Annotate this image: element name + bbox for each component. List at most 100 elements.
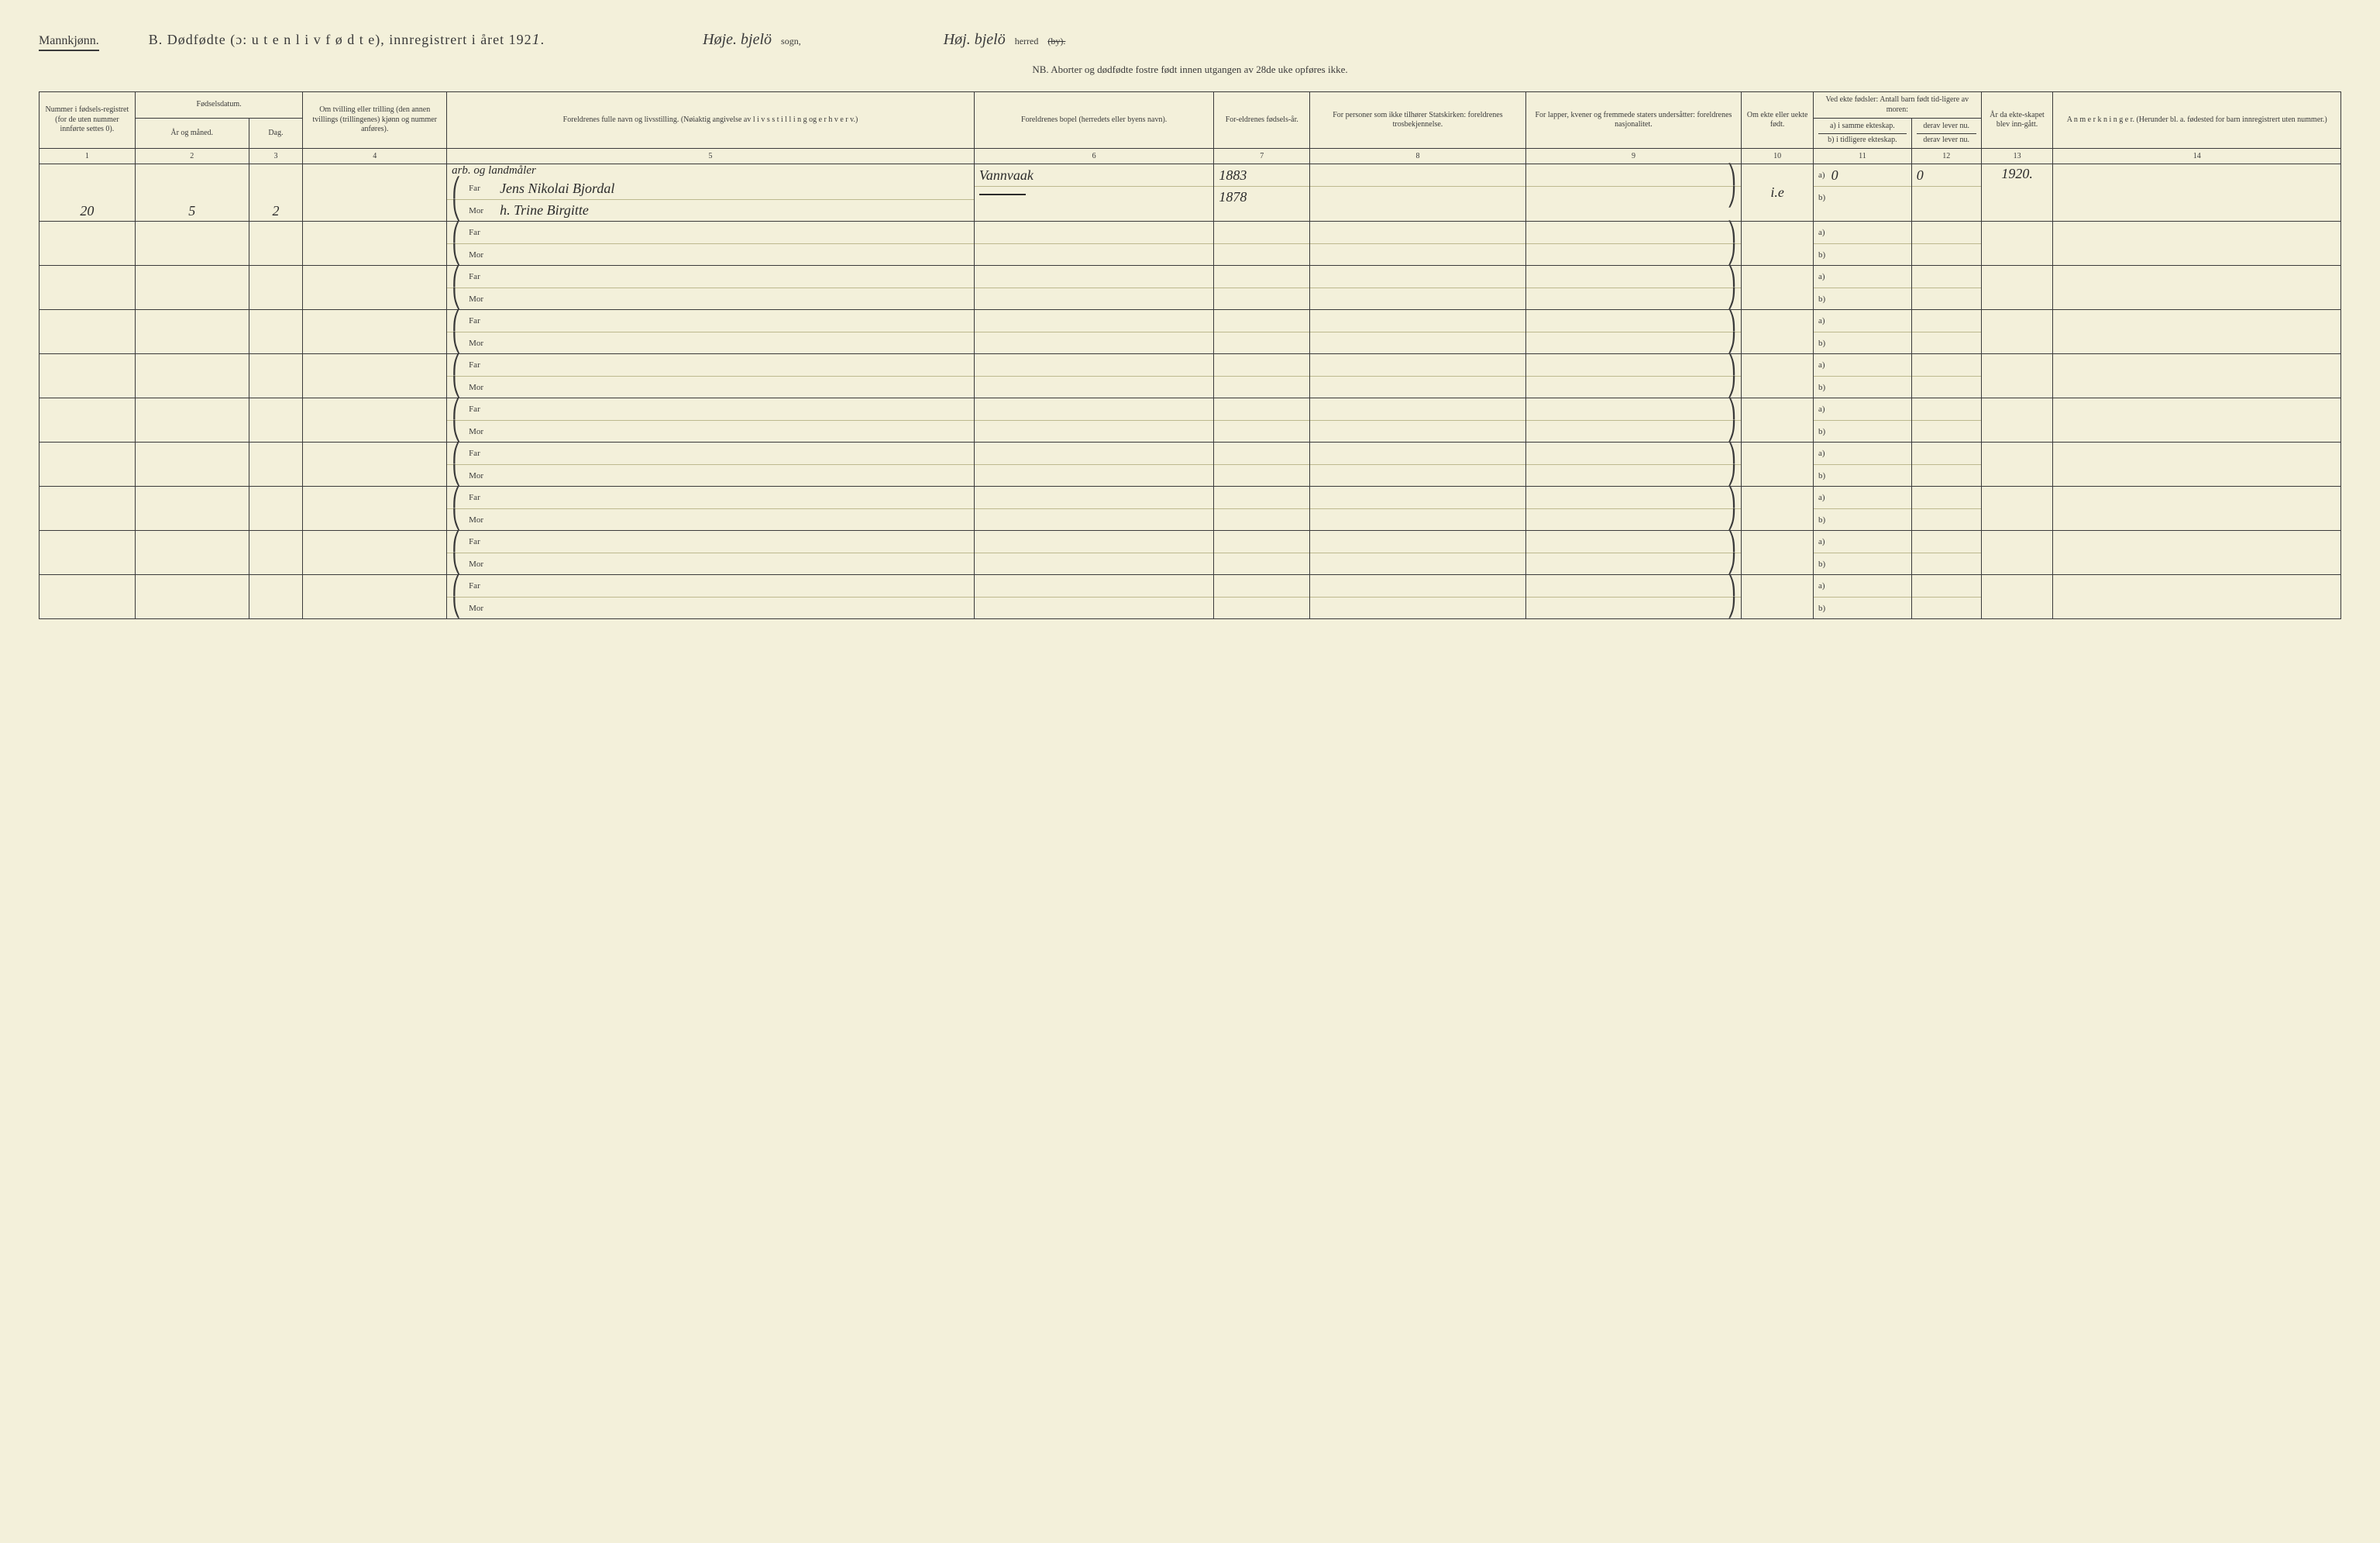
colnum-2: 2 — [135, 149, 249, 164]
cell-parents: ⎛Far⎝Mor — [447, 443, 975, 487]
colnum-13: 13 — [1981, 149, 2053, 164]
colnum-10: 10 — [1742, 149, 1814, 164]
cell-prior-b — [1911, 354, 1981, 398]
cell-number — [40, 443, 136, 487]
col8-header: For personer som ikke tilhører Statskirk… — [1310, 92, 1526, 149]
brace-close-icon: ⎞ — [1727, 267, 1736, 286]
herred-label: herred — [1015, 36, 1039, 47]
far-label: Far — [469, 581, 492, 591]
label-b: b) — [1818, 471, 1825, 480]
brace-close-icon: ⎞ — [1727, 577, 1736, 595]
col11-group-header: Ved ekte fødsler: Antall barn født tid-l… — [1814, 92, 1982, 119]
brace-icon: ⎝ — [452, 555, 461, 573]
cell-birthyear — [1214, 354, 1310, 398]
cell-religion — [1310, 310, 1526, 354]
far-label: Far — [469, 228, 492, 237]
cell-nationality: ⎞⎠ — [1525, 531, 1742, 575]
by-strikethrough: (by). — [1047, 36, 1065, 47]
brace-close-icon: ⎠ — [1727, 511, 1736, 529]
far-label: Far — [469, 537, 492, 546]
cell-marriage-year — [1981, 531, 2053, 575]
cell-marriage-year — [1981, 487, 2053, 531]
brace-icon: ⎝ — [452, 511, 461, 529]
cell-marriage-year: 1920. — [1981, 164, 2053, 222]
cell-remarks — [2053, 354, 2341, 398]
cell-remarks — [2053, 164, 2341, 222]
cell-bopel — [974, 310, 1213, 354]
cell-day — [249, 398, 303, 443]
cell-year-month — [135, 266, 249, 310]
gender-heading: Mannkjønn. — [39, 34, 99, 51]
cell-marriage-year — [1981, 398, 2053, 443]
mor-label: Mor — [469, 383, 492, 392]
cell-day: 2 — [249, 164, 303, 222]
cell-bopel: Vannvaak — [974, 164, 1213, 222]
brace-close-icon: ⎞ — [1727, 488, 1736, 507]
cell-bopel — [974, 531, 1213, 575]
cell-birthyear — [1214, 266, 1310, 310]
cell-nationality: ⎞⎠ — [1525, 164, 1742, 222]
cell-prior-b — [1911, 443, 1981, 487]
far-label: Far — [469, 272, 492, 281]
cell-bopel — [974, 266, 1213, 310]
label-a: a) — [1818, 493, 1825, 502]
cell-twin — [303, 531, 447, 575]
cell-ekte — [1742, 310, 1814, 354]
brace-close-icon: ⎞ — [1727, 400, 1736, 418]
table-row: ⎛Far⎝Mor⎞⎠a)b) — [40, 354, 2341, 398]
table-row: ⎛Far⎝Mor⎞⎠a)b) — [40, 266, 2341, 310]
col12b-text: derav lever nu. — [1917, 133, 1976, 146]
col2-header: År og måned. — [135, 119, 249, 149]
cell-parents: ⎛Far⎝Mor — [447, 354, 975, 398]
brace-icon: ⎛ — [452, 532, 461, 551]
cell-ekte — [1742, 266, 1814, 310]
table-row: ⎛Far⎝Mor⎞⎠a)b) — [40, 531, 2341, 575]
cell-year-month — [135, 222, 249, 266]
cell-parents: ⎛Far⎝Mor — [447, 398, 975, 443]
cell-bopel — [974, 487, 1213, 531]
brace-icon: ⎛ — [452, 312, 461, 330]
cell-religion — [1310, 443, 1526, 487]
col6-header: Foreldrenes bopel (herredets eller byens… — [974, 92, 1213, 149]
cell-number — [40, 575, 136, 619]
col11a-text: a) i samme ekteskap. — [1818, 122, 1907, 132]
cell-ekte — [1742, 354, 1814, 398]
cell-birthyear: 18831878 — [1214, 164, 1310, 222]
cell-ekte — [1742, 487, 1814, 531]
cell-religion — [1310, 398, 1526, 443]
far-label: Far — [469, 449, 492, 458]
brace-icon: ⎝ — [452, 599, 461, 618]
table-row: ⎛Far⎝Mor⎞⎠a)b) — [40, 443, 2341, 487]
cell-remarks — [2053, 398, 2341, 443]
brace-close-icon: ⎠ — [1727, 334, 1736, 353]
cell-remarks — [2053, 443, 2341, 487]
cell-prior-b — [1911, 310, 1981, 354]
col12-header: derav lever nu. derav lever nu. — [1911, 119, 1981, 149]
cell-prior-a: a)b) — [1814, 222, 1912, 266]
cell-birthyear — [1214, 531, 1310, 575]
brace-icon: ⎝ — [452, 334, 461, 353]
cell-marriage-year — [1981, 443, 2053, 487]
cell-religion — [1310, 354, 1526, 398]
label-a: a) — [1818, 360, 1825, 370]
sogn-handwritten: Høje. bjelö — [703, 31, 772, 49]
cell-parents: ⎛Far⎝Mor — [447, 531, 975, 575]
brace-icon: ⎛ — [452, 223, 461, 242]
cell-birthyear — [1214, 310, 1310, 354]
cell-year-month — [135, 443, 249, 487]
cell-parents: ⎛Far⎝Mor — [447, 266, 975, 310]
cell-religion — [1310, 266, 1526, 310]
colnum-9: 9 — [1525, 149, 1742, 164]
col3-header: Dag. — [249, 119, 303, 149]
cell-year-month — [135, 487, 249, 531]
cell-marriage-year — [1981, 354, 2053, 398]
brace-icon: ⎛ — [452, 577, 461, 595]
cell-twin — [303, 443, 447, 487]
cell-prior-b — [1911, 398, 1981, 443]
brace-close-icon: ⎞ — [1727, 532, 1736, 551]
cell-remarks — [2053, 310, 2341, 354]
cell-ekte — [1742, 398, 1814, 443]
cell-year-month — [135, 354, 249, 398]
cell-ekte — [1742, 575, 1814, 619]
title-period: . — [541, 32, 545, 47]
